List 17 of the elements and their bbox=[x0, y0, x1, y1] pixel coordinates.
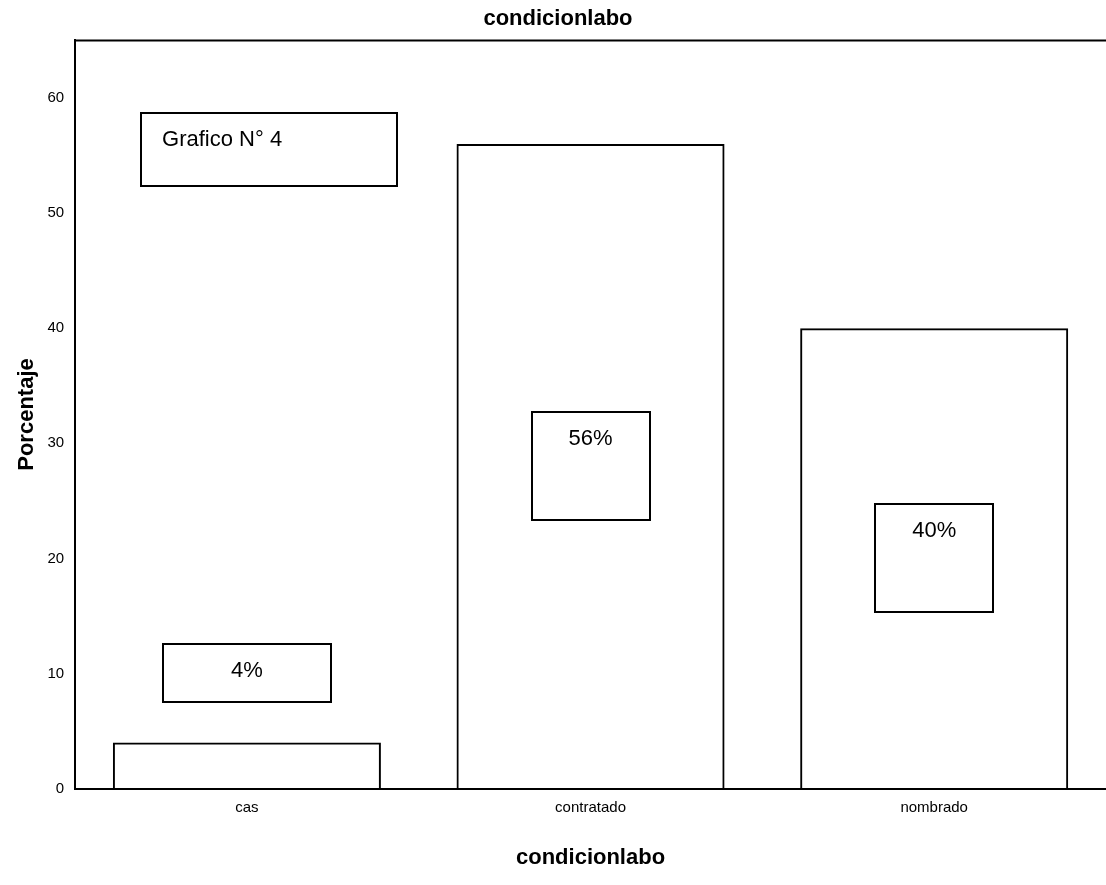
y-tick-label: 50 bbox=[47, 203, 65, 221]
data-label: 40% bbox=[912, 517, 957, 543]
data-label: 4% bbox=[231, 656, 263, 682]
y-tick-label: 0 bbox=[55, 778, 65, 796]
y-tick-label: 10 bbox=[47, 663, 65, 681]
y-tick-label: 60 bbox=[47, 88, 65, 106]
y-tick-label: 30 bbox=[47, 433, 65, 451]
y-tick-label: 40 bbox=[47, 318, 65, 336]
x-tick-label: cas bbox=[235, 797, 259, 815]
chart-title: condicionlabo bbox=[483, 5, 633, 31]
x-tick-label: nombrado bbox=[900, 797, 968, 815]
data-label: 56% bbox=[568, 425, 613, 451]
y-tick-label: 20 bbox=[47, 548, 65, 566]
y-axis-title: Porcentaje bbox=[13, 358, 39, 471]
annotation: Grafico N° 4 bbox=[162, 126, 283, 152]
x-axis-title: condicionlabo bbox=[515, 843, 666, 869]
x-tick-label: contratado bbox=[555, 797, 626, 815]
